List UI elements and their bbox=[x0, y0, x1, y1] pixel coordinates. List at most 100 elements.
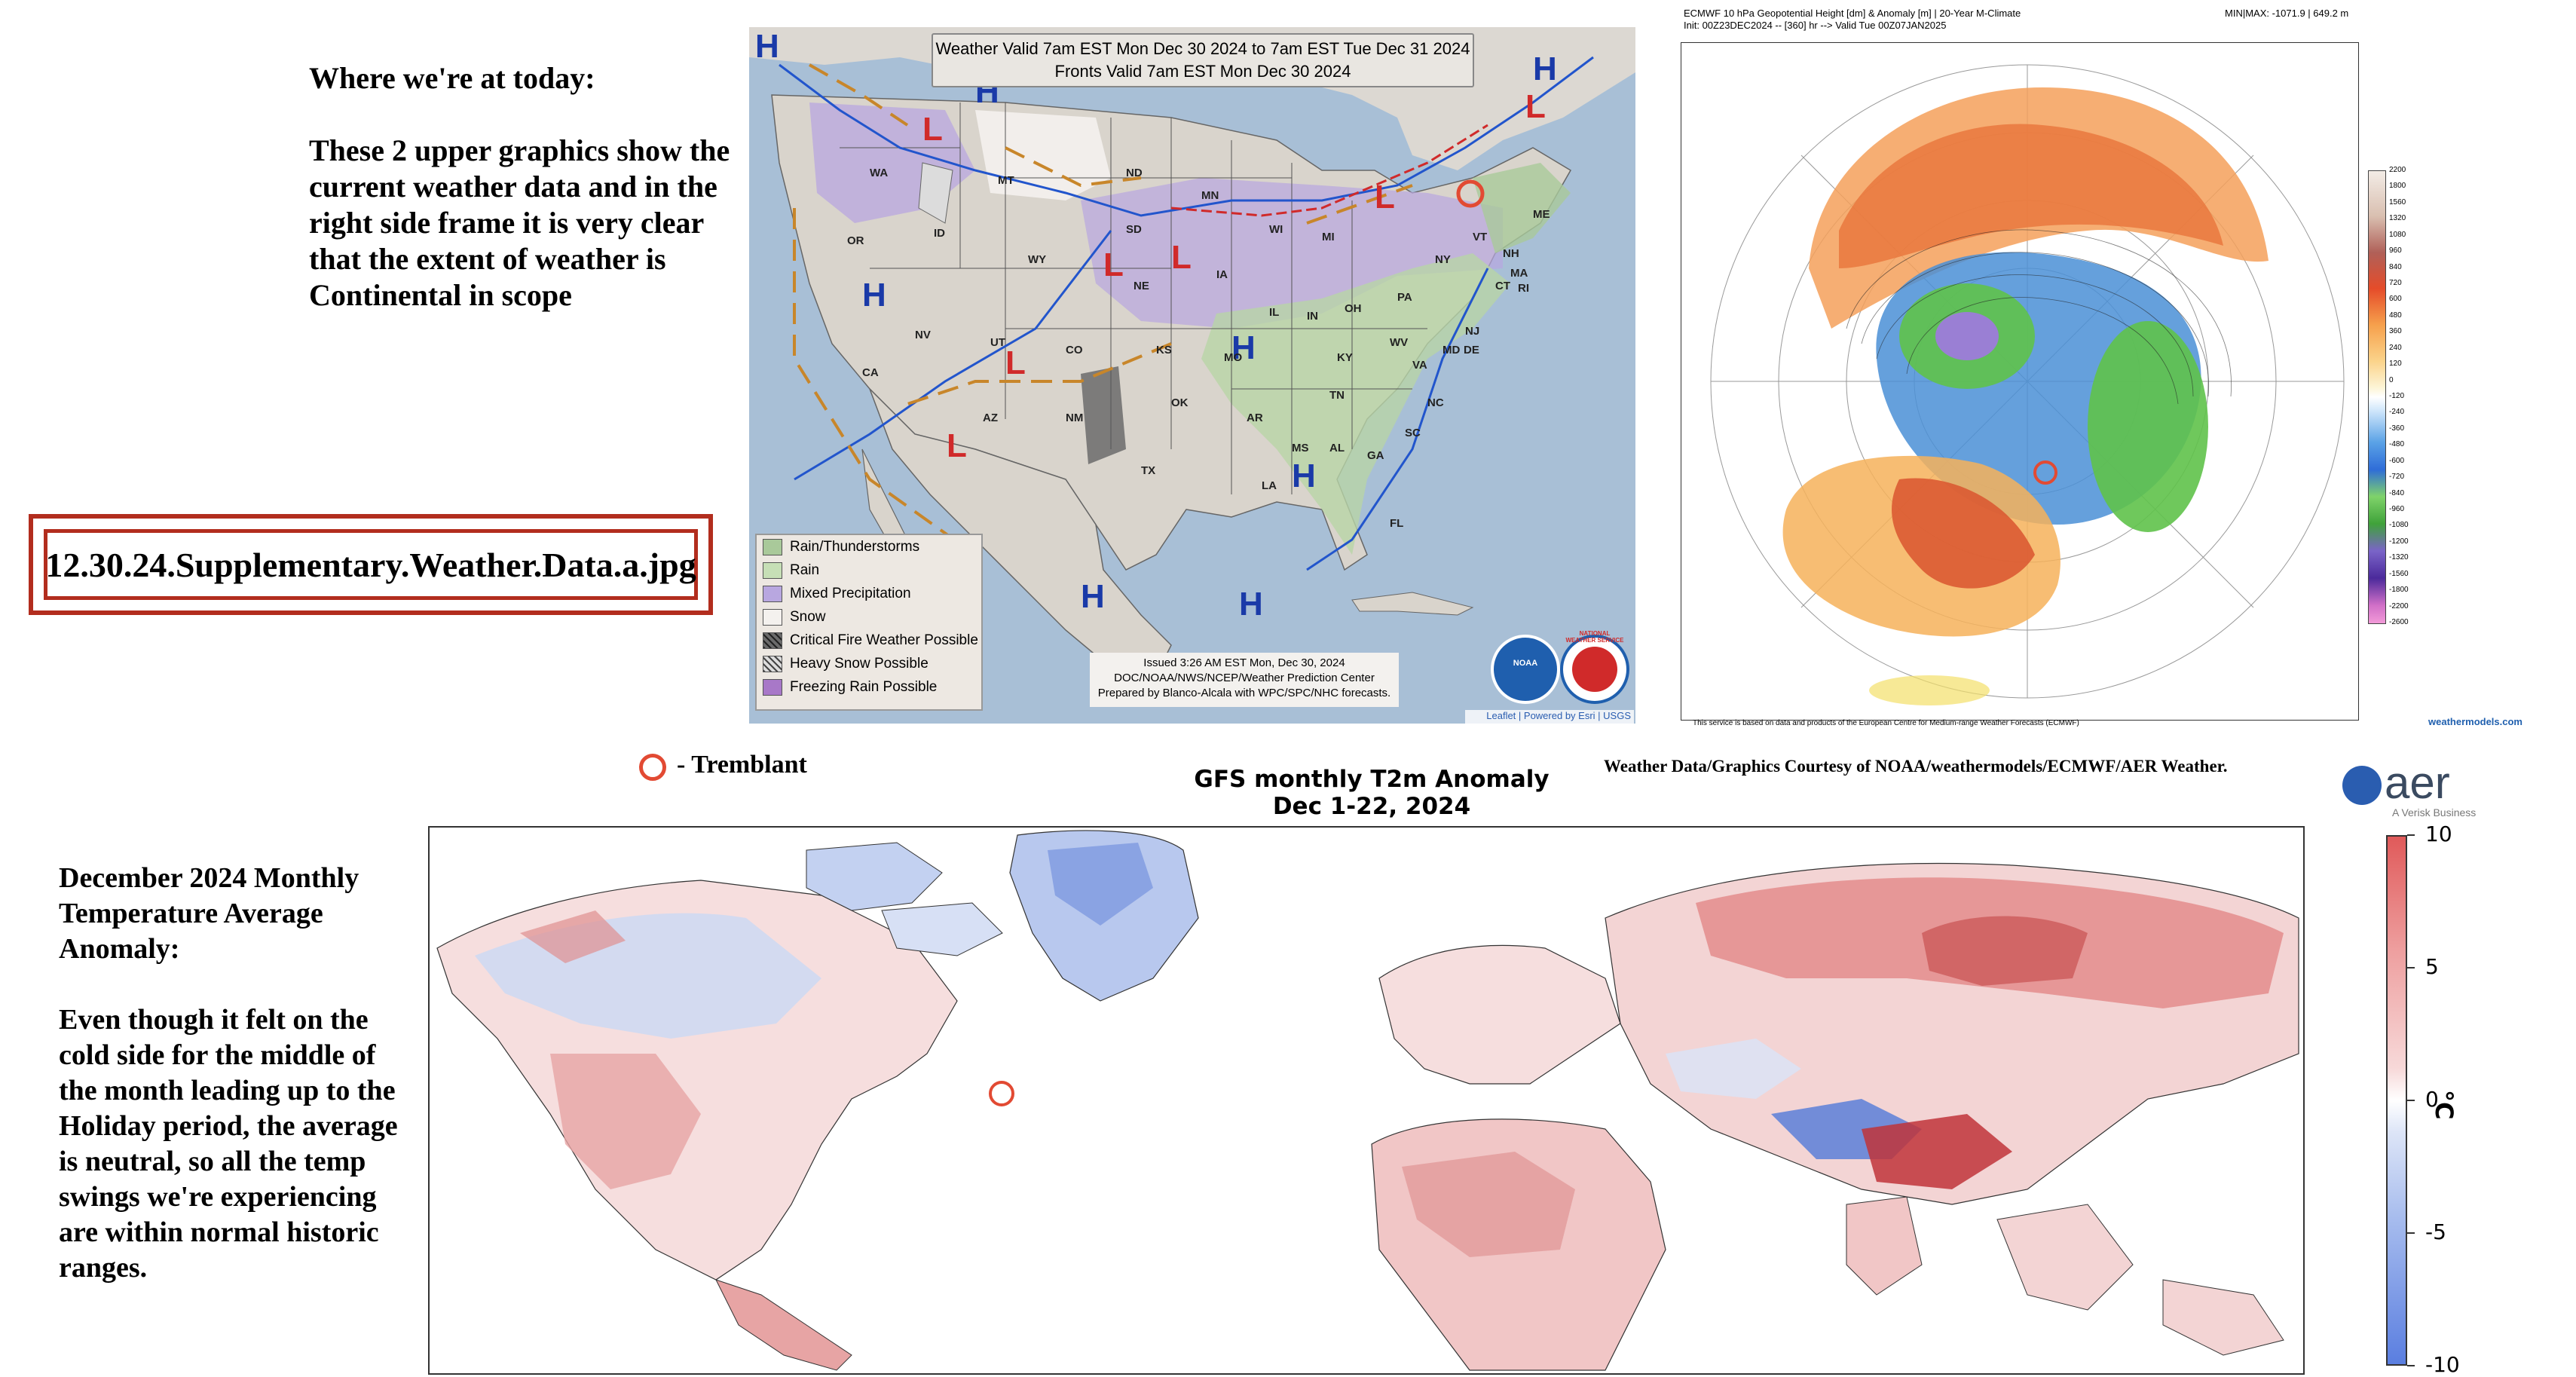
ecmwf-colorbar-label: -1200 bbox=[2389, 537, 2409, 546]
gfs-tick-label: 0 bbox=[2425, 1087, 2439, 1112]
gfs-anomaly-map[interactable] bbox=[428, 826, 2305, 1375]
wpc-legend: Rain/Thunderstorms Rain Mixed Precipitatio… bbox=[755, 534, 983, 711]
gfs-tick-label: -5 bbox=[2425, 1219, 2446, 1244]
ecmwf-colorbar-label: 1560 bbox=[2389, 197, 2406, 207]
noaa-logo: NOAA bbox=[1513, 659, 1538, 668]
state-label: WI bbox=[1269, 223, 1283, 236]
state-label: LA bbox=[1262, 479, 1277, 492]
ecmwf-colorbar-label: -360 bbox=[2389, 424, 2405, 433]
aer-logo: aer bbox=[2385, 757, 2450, 808]
state-label: CA bbox=[862, 366, 879, 379]
state-label: PA bbox=[1397, 291, 1412, 304]
svg-text:L: L bbox=[922, 111, 943, 148]
anomaly-text: December 2024 Monthly Temperature Averag… bbox=[59, 861, 405, 1321]
ecmwf-header-line2: Init: 00Z23DEC2024 -- [360] hr --> Valid… bbox=[1684, 20, 1947, 31]
state-label: NE bbox=[1134, 280, 1149, 292]
svg-text:L: L bbox=[947, 427, 967, 464]
svg-text:H: H bbox=[1081, 578, 1105, 615]
state-label: MI bbox=[1322, 231, 1335, 243]
state-label: DE bbox=[1464, 344, 1479, 356]
ecmwf-colorbar-label: 2200 bbox=[2389, 166, 2406, 174]
legend-swatch bbox=[763, 678, 782, 696]
state-label: TX bbox=[1141, 464, 1156, 477]
state-label: MN bbox=[1201, 189, 1219, 202]
ecmwf-header-line1: ECMWF 10 hPa Geopotential Height [dm] & … bbox=[1684, 8, 2021, 19]
file-label-box: 12.30.24.Supplementary.Weather.Data.a.jp… bbox=[29, 514, 713, 615]
ecmwf-colorbar-label: 240 bbox=[2389, 343, 2402, 352]
tremblant-marker-wpc bbox=[1456, 179, 1485, 208]
ecmwf-colorbar-label: -480 bbox=[2389, 440, 2405, 449]
svg-text:H: H bbox=[862, 277, 886, 314]
ecmwf-minmax: MIN|MAX: -1071.9 | 649.2 m bbox=[2225, 8, 2349, 19]
weathermodels-site[interactable]: weathermodels.com bbox=[2428, 716, 2522, 727]
gfs-tick-label: -10 bbox=[2425, 1352, 2460, 1377]
legend-label: Freezing Rain Possible bbox=[790, 678, 938, 695]
legend-item: Heavy Snow Possible bbox=[757, 652, 981, 675]
state-label: TN bbox=[1329, 389, 1345, 402]
map-attribution[interactable]: Leaflet | Powered by Esri | USGS bbox=[1465, 710, 1634, 724]
state-label: WY bbox=[1028, 253, 1047, 266]
state-label: VA bbox=[1412, 359, 1427, 372]
svg-text:H: H bbox=[1533, 50, 1557, 87]
gfs-title-line1: GFS monthly T2m Anomaly bbox=[1194, 766, 1550, 793]
ecmwf-colorbar-label: 1320 bbox=[2389, 214, 2406, 223]
file-label: 12.30.24.Supplementary.Weather.Data.a.jp… bbox=[44, 529, 698, 600]
legend-swatch bbox=[763, 538, 782, 555]
svg-text:L: L bbox=[1103, 246, 1124, 283]
anomaly-heading: December 2024 Monthly Temperature Averag… bbox=[59, 862, 359, 965]
state-label: ND bbox=[1126, 167, 1143, 179]
svg-text:L: L bbox=[1171, 239, 1192, 276]
legend-item: Snow bbox=[757, 605, 981, 629]
ecmwf-colorbar-label: 840 bbox=[2389, 262, 2402, 271]
legend-label: Rain/Thunderstorms bbox=[790, 538, 920, 555]
ecmwf-colorbar-label: -720 bbox=[2389, 473, 2405, 482]
state-label: NY bbox=[1435, 253, 1451, 266]
state-label: MS bbox=[1292, 442, 1309, 454]
ecmwf-height-map[interactable]: ECMWF 10 hPa Geopotential Height [dm] & … bbox=[1675, 0, 2576, 731]
ecmwf-colorbar-label: -960 bbox=[2389, 505, 2405, 513]
ecmwf-colorbar-label: 120 bbox=[2389, 360, 2402, 369]
state-label: MT bbox=[998, 174, 1014, 187]
legend-item: Rain bbox=[757, 558, 981, 582]
state-label: NM bbox=[1066, 412, 1084, 424]
state-label: NJ bbox=[1465, 325, 1480, 338]
intro-text: Where we're at today: These 2 upper grap… bbox=[309, 60, 731, 350]
gfs-tick-label: 10 bbox=[2425, 822, 2452, 846]
issued-line3: Prepared by Blanco-Alcala with WPC/SPC/N… bbox=[1097, 687, 1391, 699]
svg-text:L: L bbox=[1005, 344, 1026, 381]
legend-label: Heavy Snow Possible bbox=[790, 655, 929, 672]
state-label: NC bbox=[1427, 396, 1444, 409]
state-label: VT bbox=[1473, 231, 1488, 243]
ecmwf-colorbar-label: -2600 bbox=[2389, 618, 2409, 626]
ecmwf-colorbar-label: -1560 bbox=[2389, 569, 2409, 578]
gfs-tick-mark bbox=[2407, 1100, 2415, 1101]
legend-label: Snow bbox=[790, 608, 826, 625]
state-label: SC bbox=[1405, 427, 1421, 439]
state-label: FL bbox=[1390, 517, 1404, 530]
ecmwf-colorbar-label: 480 bbox=[2389, 311, 2402, 320]
state-label: AR bbox=[1247, 412, 1263, 424]
state-label: MO bbox=[1224, 351, 1243, 364]
state-label: MA bbox=[1510, 267, 1528, 280]
ecmwf-colorbar-label: 960 bbox=[2389, 246, 2402, 256]
state-label: GA bbox=[1367, 449, 1384, 462]
issued-line2: DOC/NOAA/NWS/NCEP/Weather Prediction Cen… bbox=[1114, 672, 1375, 684]
ecmwf-colorbar-label: -840 bbox=[2389, 488, 2405, 497]
wpc-weather-map[interactable]: L L L L L L L H H H H H H H H WA OR ID MT WY… bbox=[749, 27, 1635, 724]
wpc-title-line1: Weather Valid 7am EST Mon Dec 30 2024 to… bbox=[935, 39, 1470, 58]
ecmwf-colorbar-label: 1080 bbox=[2389, 230, 2406, 239]
issued-line1: Issued 3:26 AM EST Mon, Dec 30, 2024 bbox=[1143, 656, 1345, 669]
ecmwf-colorbar-label: -600 bbox=[2389, 456, 2405, 465]
legend-swatch bbox=[763, 608, 782, 626]
ecmwf-colorbar-label: -120 bbox=[2389, 392, 2405, 400]
state-label: NH bbox=[1503, 247, 1519, 260]
tremblant-legend-icon bbox=[639, 754, 666, 781]
aer-tagline: A Verisk Business bbox=[2392, 806, 2477, 819]
legend-item: Mixed Precipitation bbox=[757, 582, 981, 605]
state-label: SD bbox=[1126, 223, 1142, 236]
wpc-map-graphic: L L L L L L L H H H H H H H H bbox=[749, 27, 1635, 704]
state-label: AZ bbox=[983, 412, 998, 424]
legend-swatch bbox=[763, 585, 782, 602]
state-label: CO bbox=[1066, 344, 1083, 356]
ecmwf-polar-graphic bbox=[1681, 42, 2359, 721]
